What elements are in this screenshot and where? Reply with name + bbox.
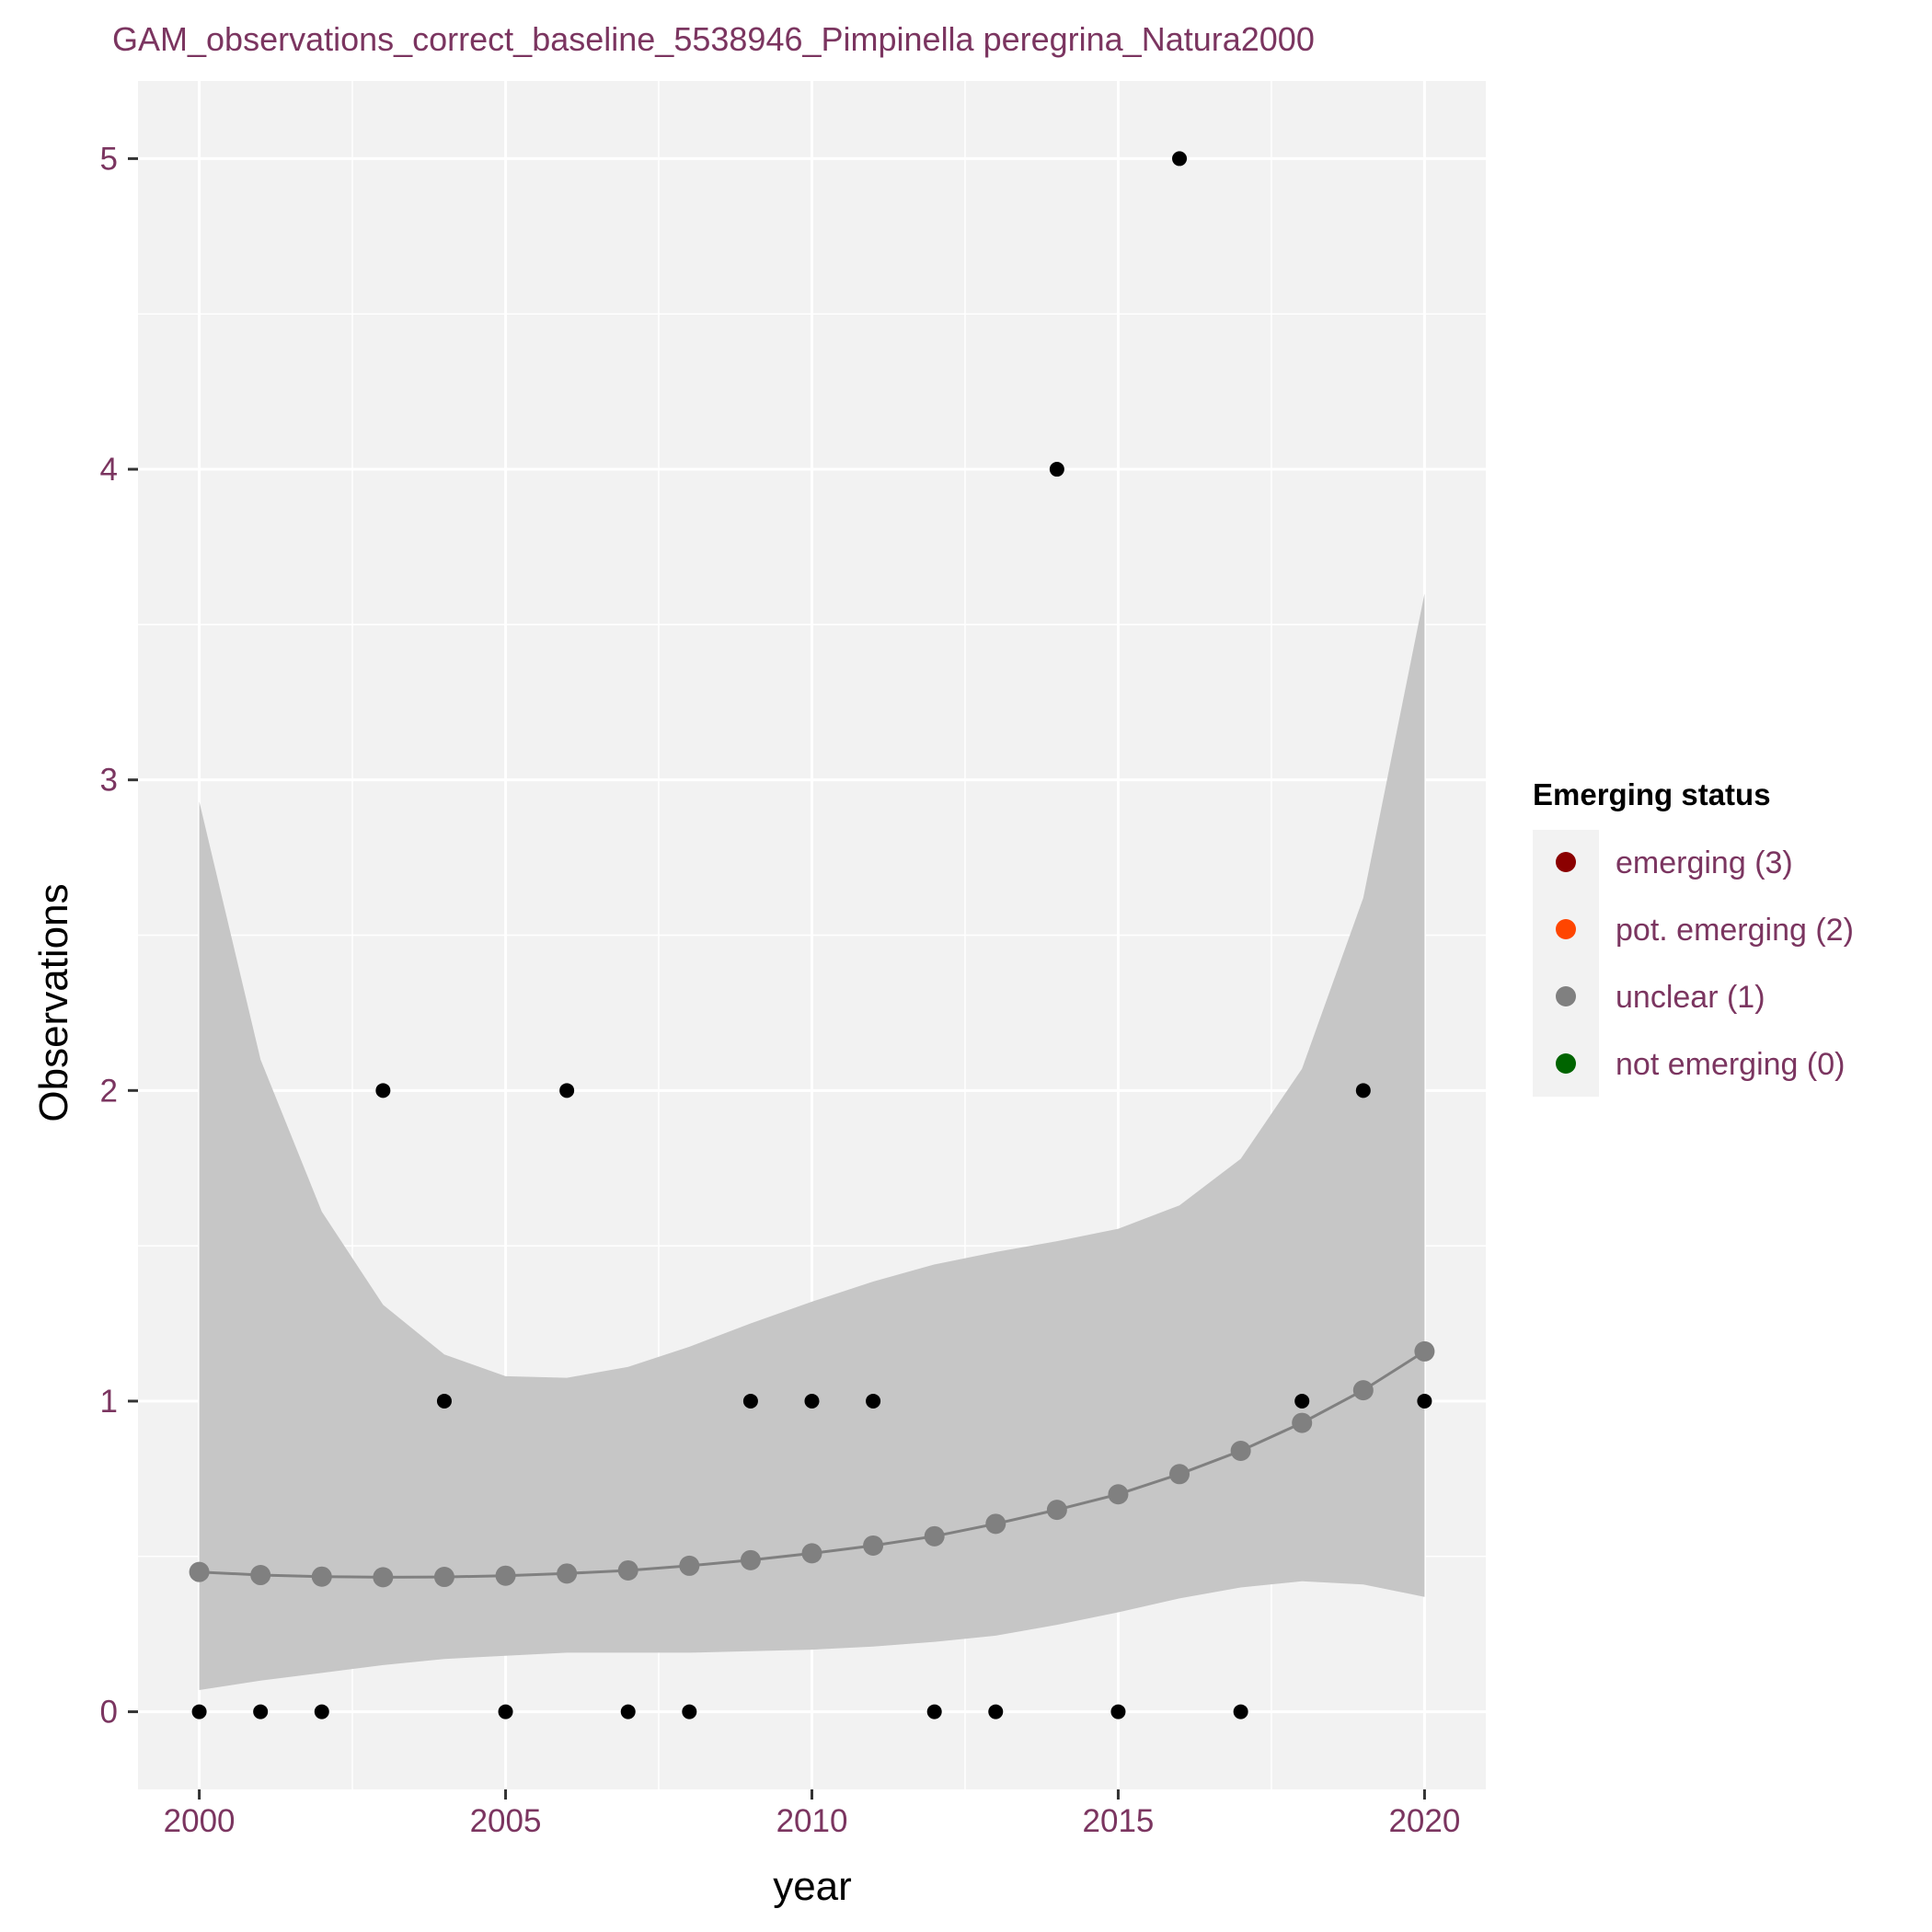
gam-fit-point [679, 1555, 700, 1576]
gam-fit-point [924, 1525, 945, 1547]
gam-fit-point [373, 1567, 394, 1588]
x-axis: 2000 2005 2010 2015 2020 [164, 1789, 1460, 1839]
observation-point [804, 1393, 820, 1409]
y-axis: 0 1 2 3 4 5 [100, 141, 138, 1731]
confidence-band [199, 593, 1425, 1690]
observation-point [375, 1083, 391, 1098]
observation-point [498, 1704, 513, 1719]
gam-fit-point [1169, 1464, 1190, 1485]
legend: Emerging status emerging (3) pot. emergin… [1533, 777, 1854, 1097]
gam-fit-point [1414, 1340, 1435, 1362]
y-axis-label: Observations [31, 883, 76, 1121]
y-tick-label: 2 [100, 1073, 118, 1109]
legend-title: Emerging status [1533, 777, 1771, 811]
gam-fit-point [1108, 1484, 1129, 1505]
legend-label: not emerging (0) [1616, 1047, 1845, 1082]
observation-point [682, 1704, 697, 1719]
legend-key [1556, 919, 1576, 939]
x-axis-label: year [773, 1864, 852, 1909]
x-tick-label: 2010 [776, 1803, 848, 1839]
observation-point [926, 1704, 942, 1719]
gam-fit-point [311, 1566, 332, 1587]
observation-point [191, 1704, 207, 1719]
gam-fit-point [801, 1543, 822, 1564]
legend-label: pot. emerging (2) [1616, 913, 1854, 948]
legend-key [1556, 1053, 1576, 1074]
y-tick-label: 0 [100, 1695, 118, 1731]
y-tick-label: 4 [100, 452, 118, 488]
y-tick-label: 5 [100, 141, 118, 177]
legend-key [1556, 852, 1576, 872]
x-tick-label: 2020 [1388, 1803, 1460, 1839]
gam-fit-point [1230, 1440, 1251, 1461]
observation-point [1049, 462, 1064, 477]
gam-fit-point [1352, 1380, 1374, 1401]
gam-fit-point [985, 1513, 1006, 1535]
observation-point [1294, 1393, 1310, 1409]
observation-point [1233, 1704, 1248, 1719]
gam-fit-point [617, 1559, 638, 1581]
observation-point [559, 1083, 575, 1098]
gam-fit-point [433, 1567, 454, 1588]
x-tick-label: 2005 [470, 1803, 542, 1839]
gam-fit-point [1292, 1412, 1313, 1433]
legend-entries: emerging (3) pot. emerging (2) unclear (1)… [1556, 845, 1854, 1082]
gam-fit-point [557, 1563, 578, 1584]
observation-point [314, 1704, 329, 1719]
y-tick-label: 1 [100, 1384, 118, 1420]
observation-point [1172, 151, 1188, 167]
observation-point [866, 1393, 881, 1409]
observation-point [742, 1393, 758, 1409]
legend-label: emerging (3) [1616, 845, 1793, 880]
observation-point [1417, 1393, 1432, 1409]
legend-key-background [1533, 830, 1599, 1097]
observation-point [253, 1704, 269, 1719]
gam-fit-point [863, 1535, 884, 1556]
observation-point [436, 1393, 452, 1409]
gam-fit-points [189, 1340, 1435, 1588]
x-tick-label: 2015 [1083, 1803, 1155, 1839]
legend-key [1556, 986, 1576, 1006]
gam-fit-point [250, 1565, 271, 1586]
y-tick-label: 3 [100, 763, 118, 799]
observation-point [620, 1704, 636, 1719]
x-tick-label: 2000 [164, 1803, 236, 1839]
observation-point [1355, 1083, 1371, 1098]
gam-fit-point [495, 1565, 516, 1586]
observation-point [988, 1704, 1004, 1719]
chart-title: GAM_observations_correct_baseline_553894… [112, 20, 1315, 58]
gam-fit-point [189, 1561, 210, 1582]
legend-label: unclear (1) [1616, 980, 1765, 1015]
observation-point [1110, 1704, 1126, 1719]
observation-points [191, 151, 1432, 1719]
gam-fit-point [740, 1549, 761, 1570]
gam-fit-point [1046, 1500, 1067, 1521]
